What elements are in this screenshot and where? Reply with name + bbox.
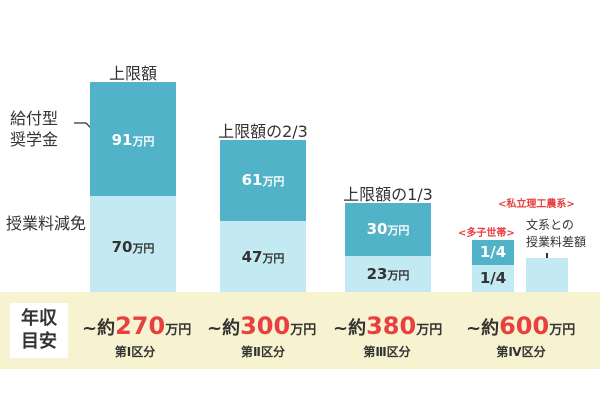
tuition-diff-tick (546, 253, 548, 261)
tuition-diff-note-line2: 授業料差額 (526, 235, 587, 249)
income-guide-line1: 年収 (21, 308, 57, 329)
income-unit: 万円 (165, 323, 192, 338)
kubun-3: 第Ⅲ区分 (363, 345, 411, 359)
income-band (0, 292, 600, 369)
income-prefix: ~約 (333, 318, 367, 339)
income-amount: 270 (115, 312, 166, 340)
income-amount: 380 (366, 312, 417, 340)
bar2-tuition: 47万円 (220, 221, 306, 292)
multi-child-label: <多子世帯> (458, 228, 515, 239)
income-item-3: ~約380万円 (333, 312, 442, 340)
private-science-label: <私立理工農系> (498, 199, 575, 210)
income-prefix: ~約 (207, 318, 241, 339)
bar1-tuition-value: 70万円 (111, 238, 155, 256)
income-guide-line2: 目安 (21, 331, 57, 352)
bar4-tuition: 1/4 (472, 265, 514, 292)
bar2-tuition-value: 47万円 (241, 248, 285, 266)
bar3-tuition-value: 23万円 (366, 265, 410, 283)
kubun-1: 第Ⅰ区分 (114, 345, 156, 359)
income-guide-label: 年収 目安 (10, 303, 68, 358)
legend-tuition: 授業料減免 (6, 214, 87, 233)
income-item-4: ~約600万円 (466, 312, 575, 340)
bar3-scholarship-value: 30万円 (366, 220, 410, 238)
bar2-scholarship: 61万円 (220, 140, 306, 221)
legend-scholarship-line1: 給付型 (10, 109, 59, 128)
bar2-scholarship-value: 61万円 (241, 171, 285, 189)
bar2-title: 上限額の2/3 (218, 122, 308, 141)
bar3-tuition: 23万円 (345, 256, 431, 292)
bar4-tuition-value: 1/4 (479, 269, 507, 287)
tuition-diff-note: 文系との 授業料差額 (526, 217, 586, 251)
bar3-scholarship: 30万円 (345, 203, 431, 256)
bar4-scholarship-value: 1/4 (479, 243, 507, 261)
income-unit: 万円 (549, 323, 576, 338)
income-unit: 万円 (416, 323, 443, 338)
income-item-1: ~約270万円 (82, 312, 191, 340)
tuition-diff-note-line1: 文系との (526, 218, 574, 232)
bar1-tuition: 70万円 (90, 196, 176, 292)
bar4-private-diff (526, 258, 568, 292)
bar3-title: 上限額の1/3 (343, 185, 433, 204)
kubun-2: 第Ⅱ区分 (241, 345, 285, 359)
legend-scholarship-line2: 奨学金 (10, 130, 59, 149)
income-item-2: ~約300万円 (207, 312, 316, 340)
income-prefix: ~約 (82, 318, 116, 339)
legend-scholarship: 給付型 奨学金 (10, 108, 58, 150)
bar1-scholarship-value: 91万円 (111, 131, 155, 149)
income-amount: 300 (240, 312, 291, 340)
income-amount: 600 (499, 312, 550, 340)
kubun-4: 第Ⅳ区分 (496, 345, 546, 359)
bar1-scholarship: 91万円 (90, 82, 176, 196)
income-prefix: ~約 (466, 318, 500, 339)
income-unit: 万円 (290, 323, 317, 338)
bar1-title: 上限額 (108, 64, 157, 83)
bar4-scholarship: 1/4 (472, 240, 514, 265)
